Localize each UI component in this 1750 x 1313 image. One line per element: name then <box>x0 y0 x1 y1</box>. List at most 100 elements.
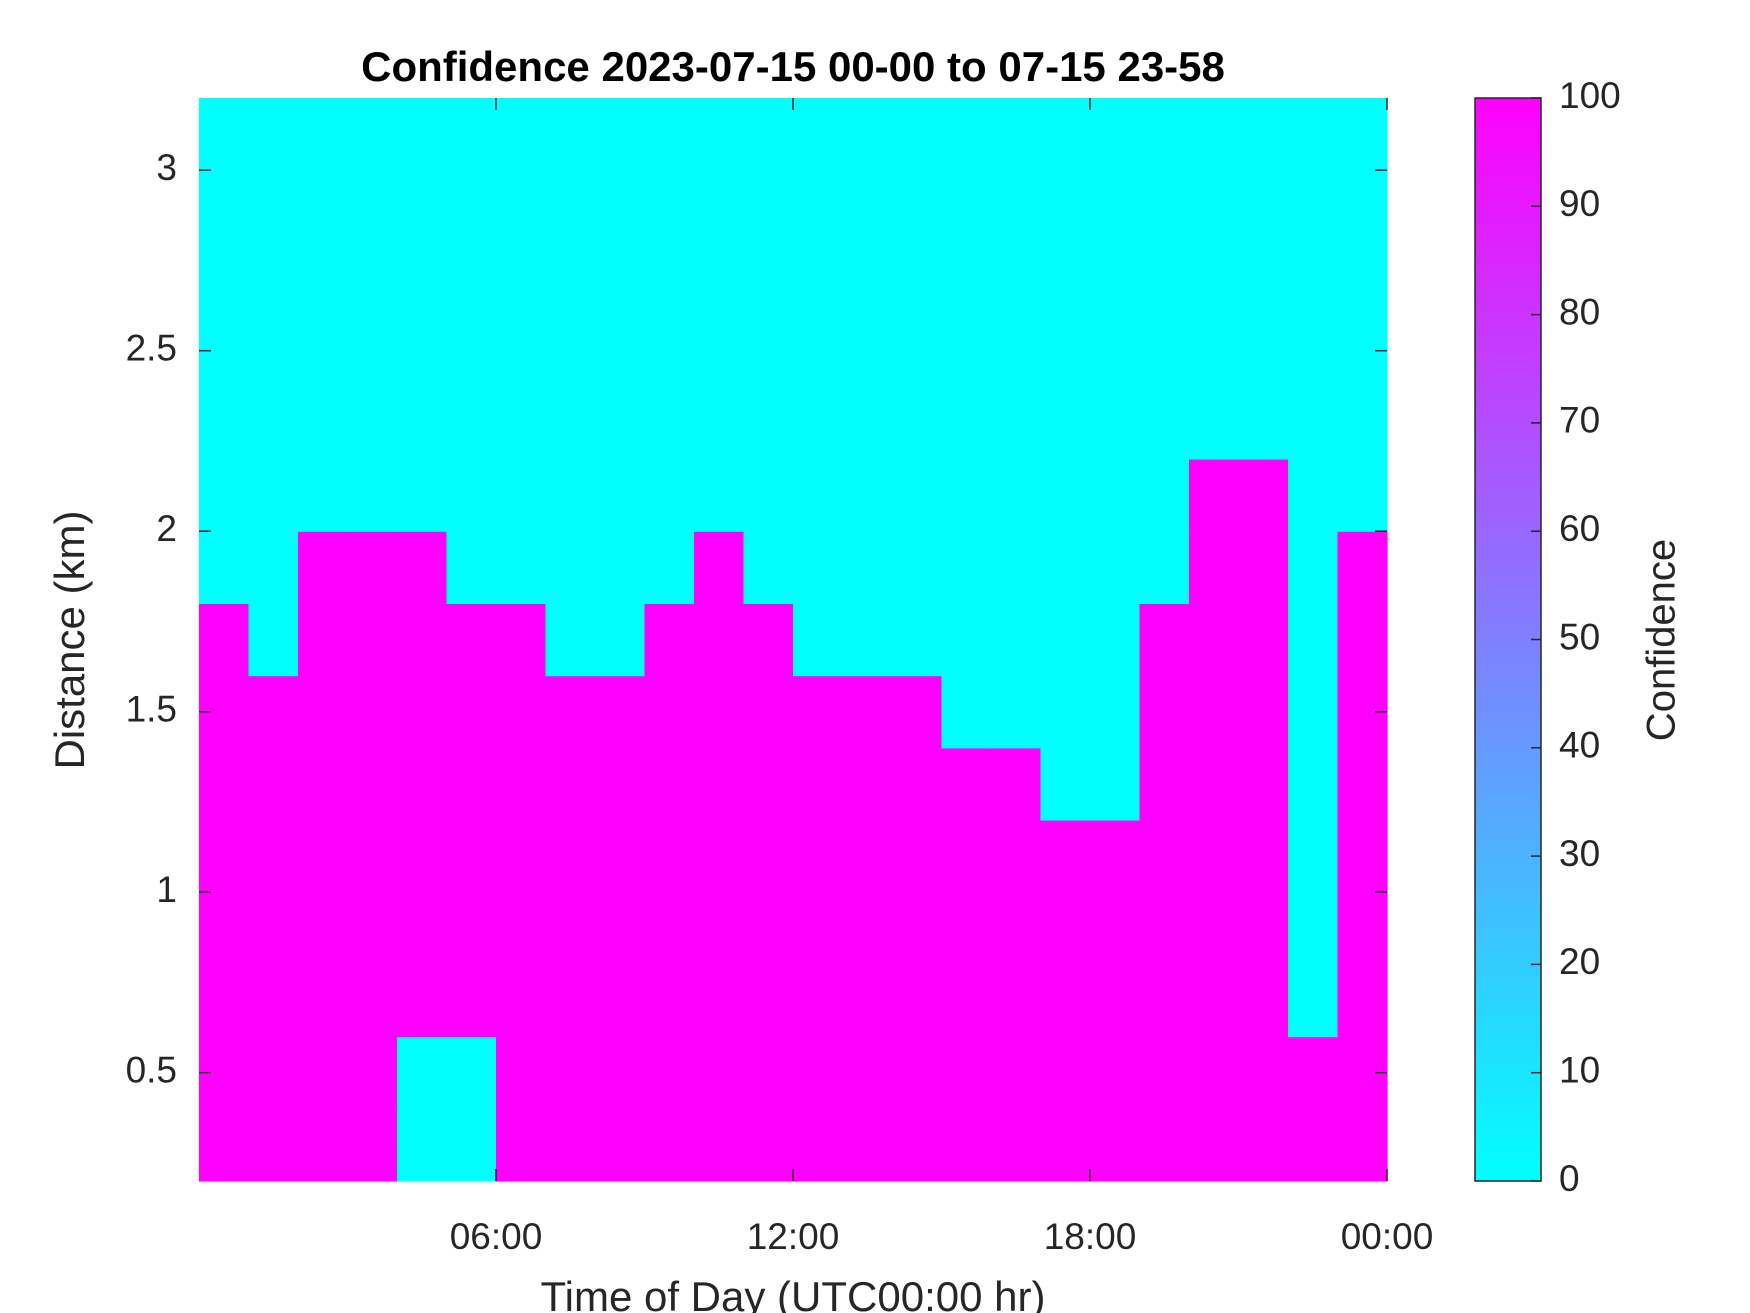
heatmap-cell <box>793 675 844 749</box>
heatmap-cell <box>644 386 695 460</box>
heatmap-cell <box>1288 314 1339 388</box>
heatmap-cell <box>1040 1108 1091 1182</box>
heatmap-cell <box>892 675 943 749</box>
heatmap-cell <box>941 1036 992 1110</box>
heatmap-cell <box>496 386 547 460</box>
heatmap-cell <box>1040 242 1091 316</box>
heatmap-cell <box>1288 531 1339 604</box>
heatmap-cell <box>248 1036 299 1110</box>
heatmap-cell <box>842 314 893 388</box>
heatmap-cell <box>347 747 398 821</box>
heatmap-cell <box>991 1036 1042 1110</box>
heatmap-cell <box>991 386 1042 460</box>
heatmap-cell <box>694 820 745 893</box>
heatmap-cell <box>743 675 794 749</box>
heatmap-cell <box>496 1036 547 1110</box>
x-axis-label: Time of Day (UTC00:00 hr) <box>541 1273 1046 1313</box>
heatmap-cell <box>991 170 1042 243</box>
heatmap-cell <box>892 820 943 893</box>
heatmap-cell <box>298 820 349 893</box>
heatmap-cell <box>743 747 794 821</box>
heatmap-cell <box>496 531 547 604</box>
heatmap-cell <box>446 603 497 677</box>
heatmap-cell <box>1040 892 1091 965</box>
heatmap-cell <box>743 1036 794 1110</box>
heatmap-cell <box>1139 242 1190 316</box>
heatmap-cell <box>298 675 349 749</box>
heatmap-cell <box>1139 892 1190 965</box>
heatmap-cell <box>644 1036 695 1110</box>
heatmap-cell <box>397 1108 448 1182</box>
heatmap-cell <box>446 386 497 460</box>
heatmap-cell <box>446 242 497 316</box>
heatmap-cell <box>347 242 398 316</box>
heatmap-cell <box>694 747 745 821</box>
heatmap-cell <box>743 98 794 171</box>
heatmap-cell <box>545 603 596 677</box>
y-axis-label: Distance (km) <box>46 510 93 769</box>
heatmap-cell <box>1288 98 1339 171</box>
heatmap-cell <box>298 603 349 677</box>
heatmap-cell <box>1090 386 1141 460</box>
heatmap-cell <box>496 459 547 532</box>
heatmap-cell <box>1238 675 1289 749</box>
heatmap-cell <box>446 820 497 893</box>
heatmap-cell <box>842 98 893 171</box>
heatmap-cell <box>941 170 992 243</box>
heatmap-cell <box>199 603 250 677</box>
heatmap-cell <box>892 747 943 821</box>
heatmap-cell <box>1189 964 1240 1038</box>
heatmap-cell <box>991 820 1042 893</box>
heatmap-cell <box>1040 964 1091 1038</box>
colorbar-tick-label: 40 <box>1559 725 1600 766</box>
heatmap-cell <box>545 747 596 821</box>
heatmap-cell <box>1139 170 1190 243</box>
heatmap-cell <box>1090 964 1141 1038</box>
colorbar-tick-label: 100 <box>1559 75 1621 116</box>
heatmap-cell <box>1238 531 1289 604</box>
heatmap-cell <box>347 1036 398 1110</box>
heatmap-cell <box>941 242 992 316</box>
heatmap-cell <box>397 747 448 821</box>
heatmap-cell <box>1139 747 1190 821</box>
heatmap-cell <box>1337 747 1388 821</box>
heatmap-cell <box>347 603 398 677</box>
heatmap-cell <box>644 459 695 532</box>
heatmap-cell <box>298 314 349 388</box>
heatmap-cell <box>892 531 943 604</box>
heatmap-cell <box>892 892 943 965</box>
heatmap-cell <box>1139 98 1190 171</box>
heatmap-cell <box>793 820 844 893</box>
heatmap-cell <box>1288 603 1339 677</box>
heatmap-cell <box>496 675 547 749</box>
heatmap-cell <box>743 242 794 316</box>
heatmap-cell <box>793 892 844 965</box>
heatmap-cell <box>941 314 992 388</box>
heatmap-cell <box>644 170 695 243</box>
heatmap-cell <box>1337 603 1388 677</box>
heatmap-cell <box>1040 531 1091 604</box>
heatmap-cell <box>298 386 349 460</box>
heatmap-cell <box>892 98 943 171</box>
heatmap-cell <box>694 675 745 749</box>
heatmap-cell <box>496 964 547 1038</box>
heatmap-cell <box>941 747 992 821</box>
heatmap-cell <box>545 892 596 965</box>
heatmap-cell <box>347 675 398 749</box>
heatmap-cell <box>1090 98 1141 171</box>
heatmap-cell <box>1040 1036 1091 1110</box>
heatmap-cell <box>941 675 992 749</box>
heatmap-cell <box>446 98 497 171</box>
heatmap-cell <box>842 675 893 749</box>
heatmap-cell <box>941 1108 992 1182</box>
heatmap-cell <box>248 242 299 316</box>
heatmap-cell <box>1238 314 1289 388</box>
heatmap-cell <box>199 1108 250 1182</box>
heatmap-cell <box>545 98 596 171</box>
heatmap-cell <box>248 892 299 965</box>
heatmap-cell <box>248 98 299 171</box>
heatmap-cell <box>496 1108 547 1182</box>
heatmap-cell <box>1090 603 1141 677</box>
heatmap-cell <box>941 820 992 893</box>
heatmap-cell <box>793 747 844 821</box>
